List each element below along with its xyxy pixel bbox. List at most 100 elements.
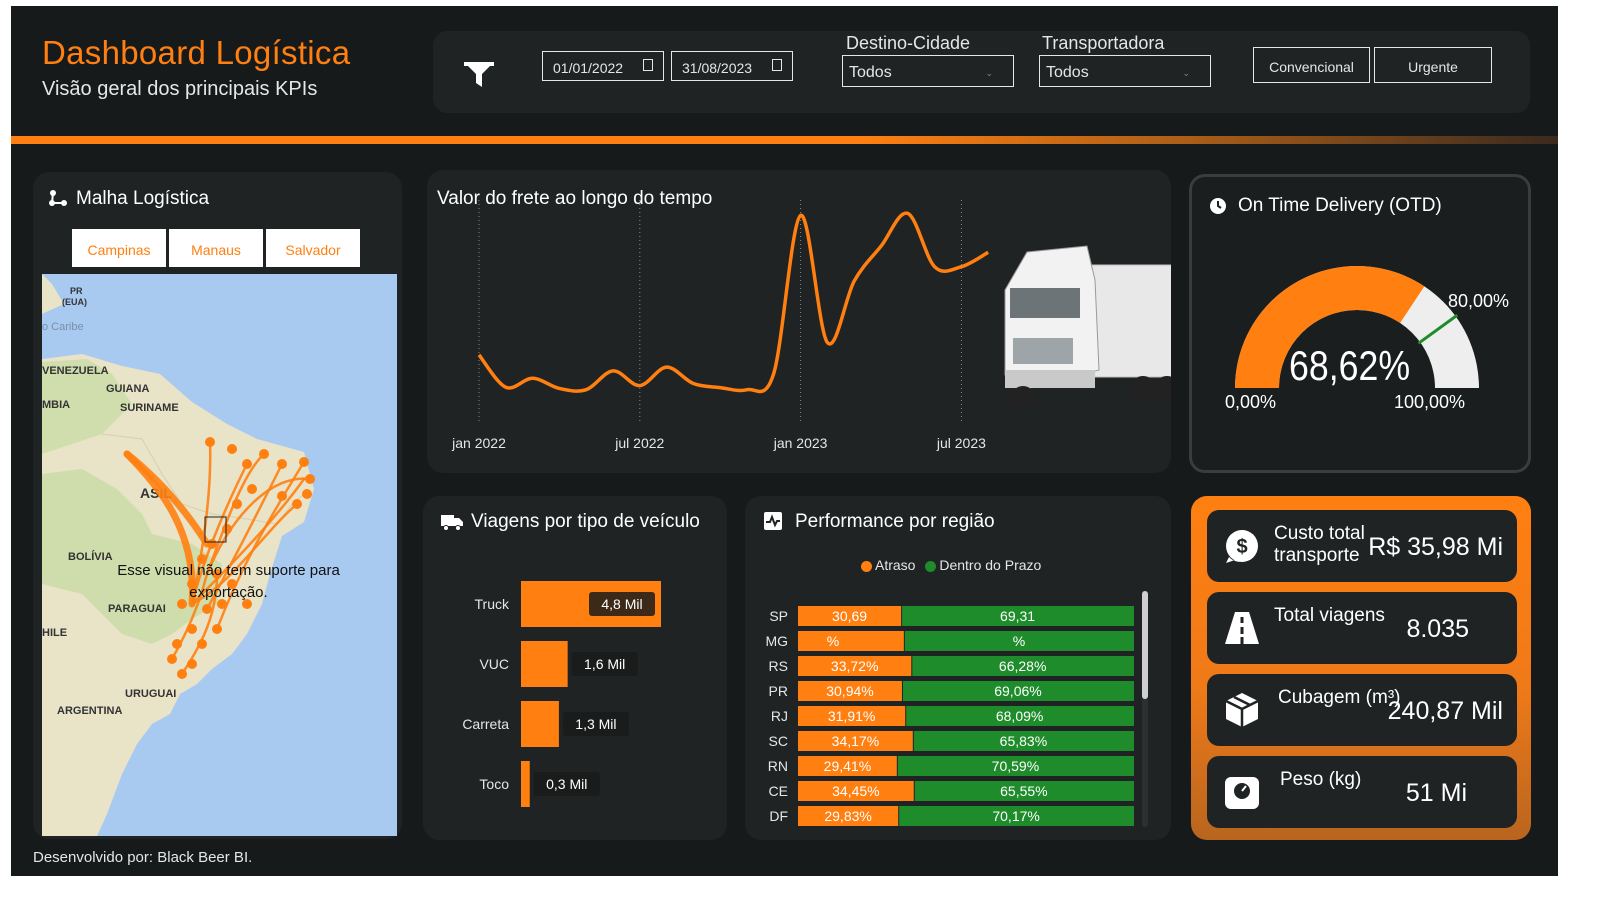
performance-bar-prazo[interactable]: [899, 806, 1134, 826]
footer-credit: Desenvolvido por: Black Beer BI.: [33, 849, 253, 866]
viagens-category-label: Truck: [475, 596, 510, 612]
map-border: [101, 433, 305, 525]
map-city-point: [242, 599, 252, 609]
viagens-category-label: Carreta: [462, 716, 509, 732]
performance-bar-atraso[interactable]: [798, 806, 899, 826]
logistics-map[interactable]: PR (EUA) o Caribe VENEZUELA GUIANA MBIA …: [42, 274, 397, 836]
performance-label-atraso: %: [827, 633, 839, 649]
viagens-bar[interactable]: [521, 761, 530, 807]
map-city-point: [177, 669, 187, 679]
convencional-button[interactable]: Convencional: [1253, 47, 1370, 83]
performance-category-label: RJ: [771, 708, 788, 724]
map-label-colombia: MBIA: [42, 399, 70, 411]
viagens-data-label-bg: [533, 772, 600, 796]
kpi-peso-label: Peso (kg): [1280, 769, 1362, 790]
map-label-pr: PR: [70, 286, 83, 296]
performance-category-label: PR: [769, 683, 788, 699]
performance-stacked-bar-chart[interactable]: SP 30,69 69,31 MG% % RS 33,72% 66,28% PR 30,94% 69…: [745, 496, 1171, 840]
truck-icon: [441, 515, 463, 531]
map-city-point: [299, 457, 309, 467]
scrollbar-thumb[interactable]: [1142, 591, 1148, 699]
performance-bar-atraso[interactable]: [798, 706, 906, 726]
map-city-point: [232, 499, 242, 509]
performance-bar-prazo[interactable]: [902, 681, 1134, 701]
performance-label-prazo: %: [1013, 633, 1025, 649]
frete-x-tick: jul 2022: [614, 435, 664, 451]
map-label-bolivia: BOLÍVIA: [68, 550, 113, 563]
performance-bar-atraso[interactable]: [798, 681, 902, 701]
performance-label-atraso: 34,17%: [832, 733, 879, 749]
map-selection-box: [204, 516, 227, 543]
performance-bar-atraso[interactable]: [798, 606, 902, 626]
performance-bar-atraso[interactable]: [798, 781, 914, 801]
performance-bar-atraso[interactable]: [798, 631, 904, 651]
gauge-value-arc: [1235, 266, 1425, 388]
performance-category-label: CE: [769, 783, 788, 799]
performance-label-prazo: 66,28%: [999, 658, 1046, 674]
performance-label-prazo: 65,83%: [1000, 733, 1047, 749]
frete-x-tick: jan 2023: [773, 435, 828, 451]
performance-bar-atraso[interactable]: [798, 731, 913, 751]
performance-bar-atraso[interactable]: [798, 756, 897, 776]
otd-gauge[interactable]: [1189, 174, 1531, 473]
filter-bar: 01/01/2022 31/08/2023 Destino-Cidade Tod…: [433, 31, 1530, 113]
performance-category-label: DF: [769, 808, 788, 824]
map-city-point: [277, 491, 287, 501]
city-button-manaus[interactable]: Manaus: [169, 229, 263, 267]
destino-select[interactable]: Todos ⌄: [842, 55, 1014, 87]
map-city-point: [187, 579, 197, 589]
transportadora-select[interactable]: Todos ⌄: [1039, 55, 1211, 87]
frete-x-tick: jan 2022: [451, 435, 506, 451]
viagens-bar[interactable]: [521, 701, 559, 747]
frete-line-chart[interactable]: jan 2022 jul 2022 jan 2023 jul 2023: [427, 170, 1171, 473]
city-button-campinas[interactable]: Campinas: [72, 229, 166, 267]
map-city-point: [227, 444, 237, 454]
frete-title: Valor do frete ao longo do tempo: [437, 188, 713, 209]
money-icon: $: [1226, 530, 1258, 563]
map-city-point: [187, 624, 197, 634]
header-divider: [11, 136, 1558, 144]
chevron-down-icon: ⌄: [1182, 68, 1190, 78]
weight-scale-icon: [1225, 777, 1259, 809]
map-city-point: [212, 569, 222, 579]
filter-icon[interactable]: [463, 61, 495, 89]
performance-bar-prazo[interactable]: [904, 631, 1134, 651]
calendar-icon[interactable]: [643, 59, 653, 71]
date-end-input[interactable]: 31/08/2023: [671, 51, 793, 81]
dashboard-frame: Dashboard Logística Visão geral dos prin…: [11, 6, 1558, 876]
map-city-point: [217, 599, 227, 609]
performance-bar-prazo[interactable]: [897, 756, 1134, 776]
kpi-cubagem: Cubagem (m³) 240,87 Mil: [1207, 674, 1517, 746]
map-city-point: [172, 639, 182, 649]
performance-bar-atraso[interactable]: [798, 656, 912, 676]
performance-label-prazo: 65,55%: [1000, 783, 1047, 799]
viagens-bar-chart[interactable]: Truck 4,8 Mil VUC 1,6 Mil Carreta 1,3 Mil Toco…: [423, 496, 727, 840]
performance-legend: Atraso Dentro do Prazo: [861, 557, 1041, 573]
viagens-data-label: 1,6 Mil: [584, 656, 625, 672]
map-city-point: [227, 579, 237, 589]
performance-bar-prazo[interactable]: [902, 606, 1134, 626]
performance-label-prazo: 69,06%: [994, 683, 1041, 699]
performance-bar-prazo[interactable]: [906, 706, 1134, 726]
viagens-title: Viagens por tipo de veículo: [471, 511, 700, 532]
kpi-viagens-label: Total viagens: [1274, 605, 1385, 626]
map-island: [42, 274, 64, 314]
date-start-input[interactable]: 01/01/2022: [542, 51, 664, 81]
urgente-button[interactable]: Urgente: [1374, 47, 1492, 83]
kpi-custo-value: R$ 35,98 Mi: [1368, 533, 1503, 561]
route-icon: [49, 190, 67, 206]
map-label-argentina: ARGENTINA: [57, 705, 122, 717]
calendar-icon[interactable]: [772, 59, 782, 71]
performance-bar-prazo[interactable]: [913, 731, 1134, 751]
viagens-bar[interactable]: [521, 641, 568, 687]
map-city-point: [202, 604, 212, 614]
page-subtitle: Visão geral dos principais KPIs: [42, 78, 318, 100]
kpi-viagens: Total viagens 8.035: [1207, 592, 1517, 664]
city-button-salvador[interactable]: Salvador: [266, 229, 360, 267]
performance-bar-prazo[interactable]: [914, 781, 1134, 801]
map-points: [167, 437, 315, 679]
viagens-data-label-bg: [571, 652, 638, 676]
viagens-data-label: 1,3 Mil: [575, 716, 616, 732]
performance-scrollbar[interactable]: [1142, 591, 1148, 827]
performance-bar-prazo[interactable]: [912, 656, 1134, 676]
